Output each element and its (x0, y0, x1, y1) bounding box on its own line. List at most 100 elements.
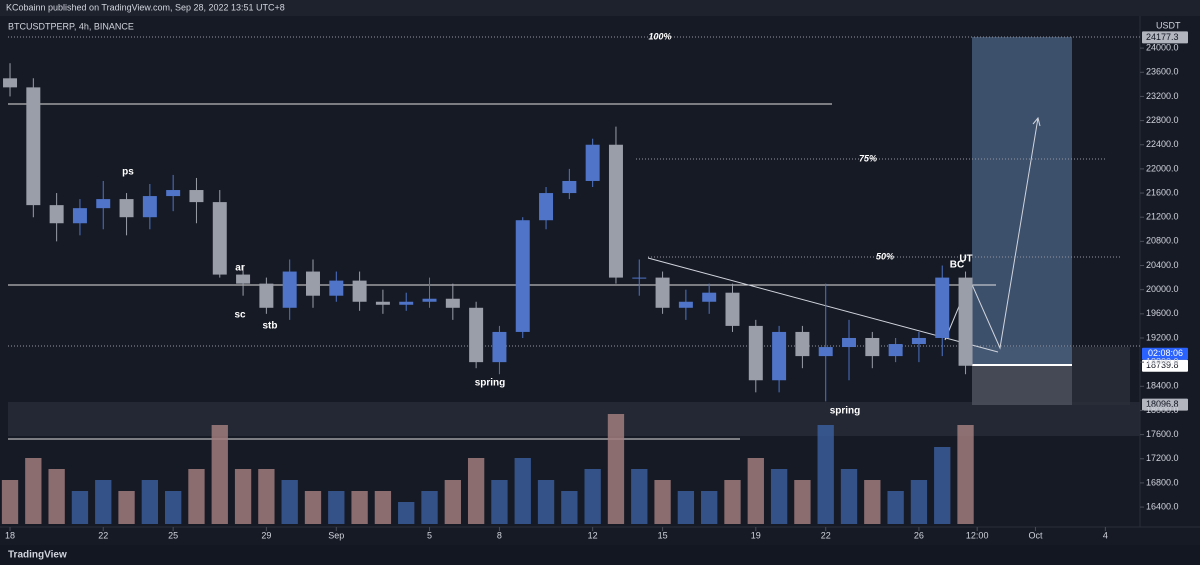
y-tick-label: 17200.0 (1146, 453, 1179, 463)
candle-body (795, 331, 810, 357)
volume-bar (188, 469, 205, 524)
x-tick-label: 25 (168, 530, 178, 540)
price-tag-label: 18739.8 (1146, 360, 1179, 370)
candle-body (842, 337, 857, 348)
candle-body (212, 202, 227, 275)
candle-body (585, 144, 600, 181)
x-tick-label: 12:00 (966, 530, 989, 540)
candle-body (539, 193, 554, 221)
candle-body (236, 274, 251, 284)
fib-label: 100% (648, 31, 671, 41)
long-position-stop (972, 365, 1072, 405)
candle-body (632, 277, 647, 279)
volume-bar (887, 491, 904, 524)
x-tick-label: 12 (588, 530, 598, 540)
y-tick-label: 16800.0 (1146, 477, 1179, 487)
volume-bar (561, 491, 578, 524)
y-tick-label: 22000.0 (1146, 163, 1179, 173)
candle-body (608, 144, 623, 278)
candle-body (702, 292, 717, 302)
candle-body (352, 280, 367, 302)
candle-body (119, 199, 134, 218)
y-tick-label: 16400.0 (1146, 501, 1179, 511)
countdown-tag (1142, 347, 1188, 360)
annotation: ps (122, 167, 134, 178)
volume-bar (491, 480, 508, 524)
fib-label: 75% (859, 153, 877, 163)
price-tag-label: 18096.8 (1146, 399, 1179, 409)
candle-body (678, 301, 693, 308)
footer (0, 545, 1200, 565)
x-tick-label: Oct (1028, 530, 1043, 540)
y-tick-label: 19200.0 (1146, 332, 1179, 342)
volume-bar (770, 469, 788, 524)
volume-bar (48, 469, 65, 524)
volume-bar (724, 480, 741, 524)
volume-bar (631, 469, 648, 524)
volume-bar (281, 480, 298, 524)
price-tag (1142, 359, 1188, 372)
volume-bar (654, 480, 671, 524)
countdown: 02:08:06 (1148, 348, 1183, 358)
zone (8, 402, 1140, 436)
projection-path (944, 117, 1039, 350)
fib-label: 50% (876, 251, 894, 261)
annotation: sc (234, 310, 246, 321)
x-tick-label: 19 (751, 530, 761, 540)
annotation: spring (830, 406, 861, 417)
volume-bar (467, 458, 485, 524)
volume-bar (118, 491, 135, 524)
x-tick-label: 22 (821, 530, 831, 540)
y-tick-label: 21200.0 (1146, 212, 1179, 222)
y-tick-label: 17600.0 (1146, 429, 1179, 439)
volume-bar (957, 425, 974, 524)
candle-body (422, 298, 437, 302)
candle-body (725, 292, 740, 326)
volume-bar (607, 414, 625, 524)
y-tick-label: 22400.0 (1146, 139, 1179, 149)
y-tick-label: 20000.0 (1146, 284, 1179, 294)
candle-body (259, 283, 274, 308)
volume-bar (374, 491, 392, 524)
volume-bar (864, 480, 881, 524)
y-tick-label: 24000.0 (1146, 42, 1179, 52)
y-tick-label: 23600.0 (1146, 67, 1179, 77)
y-tick-label: 22800.0 (1146, 115, 1179, 125)
volume-bar (584, 469, 601, 524)
y-tick-label: 21600.0 (1146, 187, 1179, 197)
volume-bar (258, 469, 275, 524)
annotation: BC (950, 260, 964, 271)
candle-body (958, 277, 973, 366)
candle-body (96, 199, 111, 209)
candle-body (935, 277, 950, 338)
volume-bar (211, 425, 228, 524)
candle-body (375, 301, 390, 305)
long-position-target (972, 37, 1072, 365)
volume-bar (677, 491, 695, 524)
candle-body (142, 196, 157, 218)
arrow-head (1032, 116, 1041, 127)
candle-body (655, 277, 670, 308)
annotation: spring (475, 378, 506, 389)
currency: USDT (1156, 20, 1181, 30)
candle-body (305, 271, 320, 296)
plot (1, 63, 974, 524)
x-tick-label: 22 (98, 530, 108, 540)
candle-body (772, 331, 787, 381)
candle-body (26, 87, 41, 206)
volume-bar (328, 491, 345, 524)
candle-body (562, 180, 577, 194)
candle-body (888, 344, 903, 357)
volume-bar (444, 480, 461, 524)
x-tick-label: 8 (497, 530, 502, 540)
candle-body (515, 220, 530, 332)
candle-body (399, 301, 414, 305)
volume-bar (817, 425, 834, 524)
candle-body (865, 337, 880, 357)
annotation: ar (235, 263, 245, 274)
volume-bar (514, 458, 531, 524)
volume-bar (95, 480, 112, 524)
volume-bar (398, 502, 415, 524)
annotation: UT (959, 254, 972, 265)
